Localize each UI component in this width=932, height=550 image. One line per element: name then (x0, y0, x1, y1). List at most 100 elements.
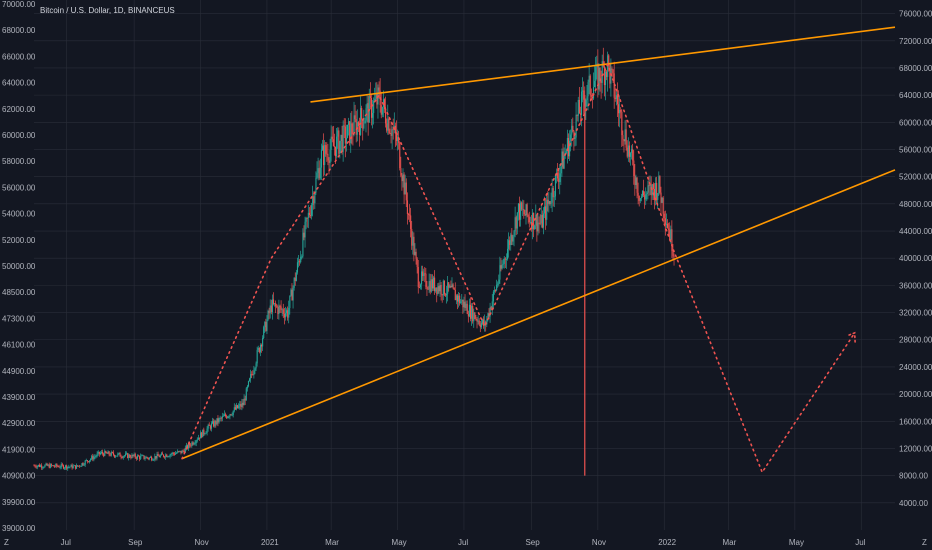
candle-body (54, 466, 56, 468)
candle-body (348, 121, 350, 125)
candle-body (300, 256, 302, 263)
candle-body (479, 324, 481, 328)
left-axis-tick-label: 54000.00 (2, 210, 36, 219)
candle-body (218, 418, 220, 423)
candle-body (282, 309, 284, 314)
candle-body (387, 118, 389, 131)
left-axis-tick-label: 39000.00 (2, 524, 36, 533)
candle-body (512, 236, 514, 242)
candle-body (552, 188, 554, 198)
candle-body (108, 451, 110, 455)
candle-body (281, 309, 283, 311)
candle-body (547, 199, 549, 205)
right-axis-tick-label: 56000.00 (899, 145, 932, 154)
candle-body (271, 299, 273, 313)
candle-body (612, 69, 614, 74)
candle-body (294, 277, 296, 281)
candle-body (412, 236, 414, 246)
candle-body (274, 303, 276, 304)
candle-body (84, 460, 86, 465)
candle-body (66, 465, 68, 469)
candle-body (431, 279, 433, 289)
candle-body (130, 457, 132, 459)
candle-body (306, 218, 308, 219)
candle-body (566, 138, 568, 152)
candle-body (166, 454, 168, 457)
candle-body (574, 137, 576, 139)
candle-body (626, 147, 628, 157)
candle-body (567, 138, 570, 157)
candle-body (79, 465, 81, 467)
candle-body (142, 455, 144, 457)
candle-body (380, 105, 382, 115)
candle-body (44, 465, 46, 468)
candle-body (295, 272, 297, 281)
projection-dotted-path[interactable] (181, 62, 856, 474)
candle-body (234, 407, 236, 410)
candle-body (121, 457, 123, 458)
candle-body (443, 280, 445, 295)
candle-body (242, 402, 244, 406)
candle-body (117, 453, 119, 456)
candle-body (287, 310, 289, 318)
candle-body (463, 301, 465, 308)
candle-body (437, 286, 439, 294)
candle-body (456, 295, 459, 302)
candle-body (115, 456, 117, 457)
candle-body (514, 217, 516, 232)
left-axis-tick-label: 64000.00 (2, 79, 36, 88)
candle-body (452, 284, 454, 288)
candle-body (609, 64, 611, 84)
candle-body (260, 344, 263, 347)
candle-body (73, 465, 75, 467)
candle-body (55, 464, 57, 467)
left-axis-tick-label: 42900.00 (2, 419, 36, 428)
candle-body (35, 466, 37, 468)
candle-body (427, 288, 429, 290)
right-axis-tick-label: 52000.00 (899, 173, 932, 182)
candle-body (451, 284, 453, 288)
candle-body (615, 95, 617, 99)
candle-body (338, 130, 340, 154)
candle-body (132, 454, 134, 456)
candle-body (267, 310, 269, 320)
candle-body (525, 204, 527, 216)
candle-body (672, 251, 674, 256)
candle-body (407, 214, 410, 215)
candle-body (506, 248, 509, 260)
candle-body (638, 195, 640, 201)
candle-body (71, 464, 73, 469)
candle-body (235, 405, 238, 410)
candle-body (203, 429, 205, 434)
lower-trendline[interactable] (181, 169, 896, 460)
candle-body (505, 259, 508, 260)
candle-body (370, 98, 373, 118)
candle-body (188, 443, 190, 449)
candle-body (105, 451, 107, 453)
candle-body (661, 197, 663, 203)
candle-body (330, 136, 332, 150)
candle-body (319, 167, 321, 179)
candle-body (256, 350, 258, 364)
candle-body (374, 98, 376, 101)
candle-body (591, 96, 593, 99)
candle-body (172, 452, 174, 454)
candle-body (156, 454, 158, 459)
candle-body (149, 456, 152, 458)
candle-body (671, 229, 673, 252)
candle-body (96, 453, 98, 457)
candle-body (640, 196, 642, 199)
upper-trendline[interactable] (310, 26, 896, 103)
candle-body (446, 293, 448, 296)
candle-body (578, 99, 580, 114)
candle-body (124, 453, 127, 456)
candle-body (67, 466, 69, 469)
chart-title: Bitcoin / U.S. Dollar, 1D, BINANCEUS (40, 6, 175, 15)
candle-body (342, 125, 344, 152)
left-axis-tick-label: 60000.00 (2, 131, 36, 140)
candle-body (589, 75, 591, 96)
candle-body (536, 215, 538, 232)
candle-body (264, 321, 266, 328)
candle-body (449, 286, 451, 288)
